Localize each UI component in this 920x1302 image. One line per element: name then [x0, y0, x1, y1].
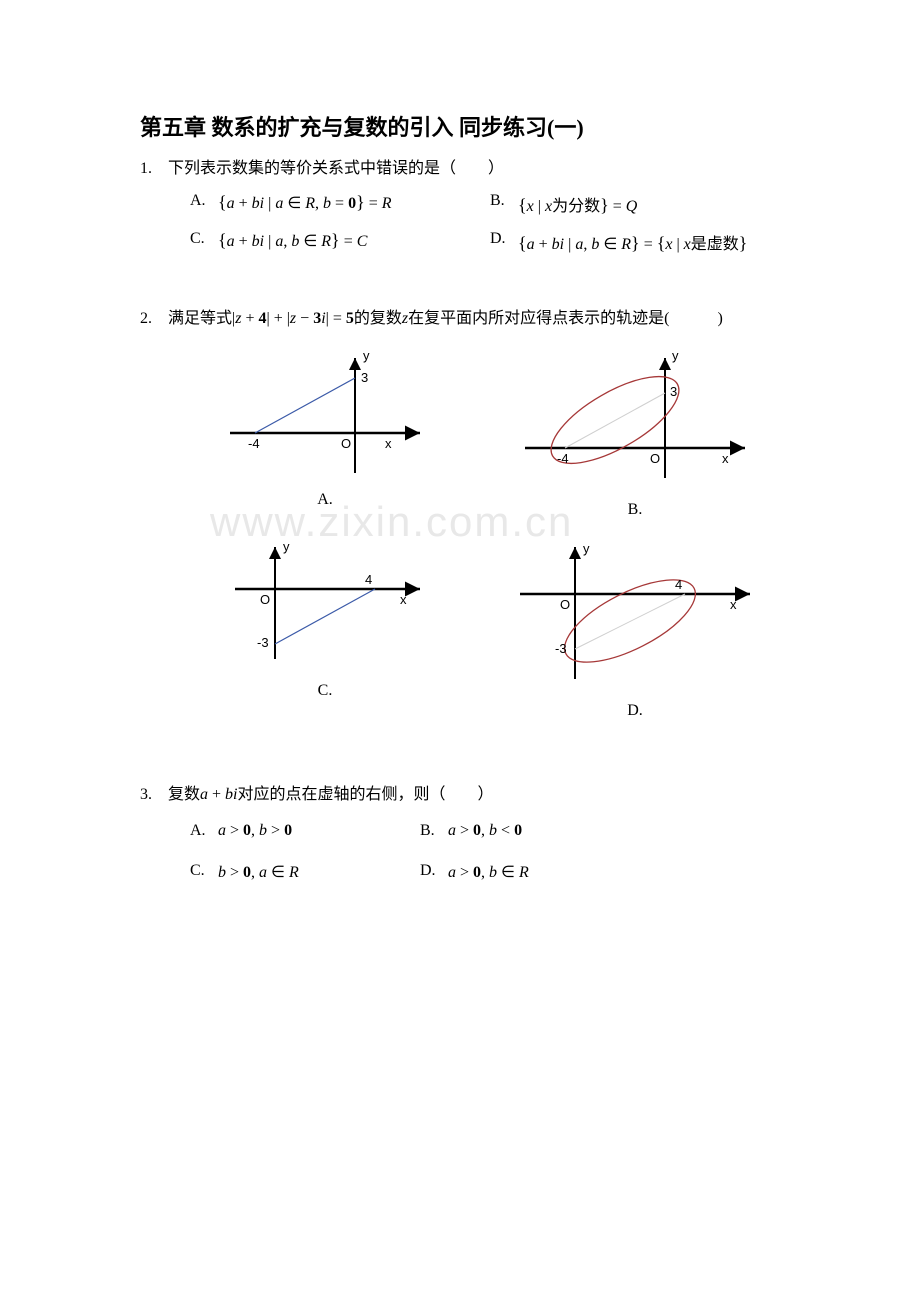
diagA-tick-y: 3 [361, 370, 368, 385]
q1-opt-b-letter: B. [490, 192, 518, 216]
q3-number: 3. [140, 786, 168, 804]
q3-opt-b-math: a > 0, b < 0 [448, 822, 522, 840]
q3-opt-a-letter: A. [190, 822, 218, 840]
q3-opt-a-math: a > 0, b > 0 [218, 822, 292, 840]
diagram-b-label: B. [480, 501, 790, 519]
diagram-c-label: C. [170, 682, 480, 700]
q3-opt-c-math: b > 0, a ∈ R [218, 862, 299, 882]
question-3: 3. 复数a + bi对应的点在虚轴的右侧，则（ ） A. a > 0, b >… [140, 780, 790, 882]
diagram-b: y 3 -4 O x B. [480, 348, 790, 529]
diagD-y-label: y [583, 541, 590, 556]
diagram-d: y O 4 -3 x D. [480, 539, 790, 730]
q1-opt-b-math: {x | x为分数} = Q [518, 192, 637, 216]
q3-opt-d-math: a > 0, b ∈ R [448, 862, 529, 882]
diagB-tick-x: -4 [557, 451, 569, 466]
diagC-y-label: y [283, 539, 290, 554]
q1-opt-c-letter: C. [190, 230, 218, 254]
q1-opt-a-letter: A. [190, 192, 218, 216]
diagB-tick-y: 3 [670, 384, 677, 399]
diagB-y-label: y [672, 348, 679, 363]
diagC-origin: O [260, 592, 270, 607]
q1-opt-a-math: {a + bi | a ∈ R, b = 0} = R [218, 192, 392, 216]
diagram-d-label: D. [480, 702, 790, 720]
q1-prompt: 下列表示数集的等价关系式中错误的是（ ） [168, 154, 504, 178]
q3-opt-b-letter: B. [420, 822, 448, 840]
q3-opt-d-letter: D. [420, 862, 448, 882]
diagC-x-label: x [400, 592, 407, 607]
diagD-tick-x: 4 [675, 577, 682, 592]
diagA-y-label: y [363, 348, 370, 363]
diagC-tick-x: 4 [365, 572, 372, 587]
question-1: 1. 下列表示数集的等价关系式中错误的是（ ） A. {a + bi | a ∈… [140, 154, 790, 254]
diagram-a-label: A. [170, 491, 480, 509]
diagB-origin: O [650, 451, 660, 466]
diagA-tick-x: -4 [248, 436, 260, 451]
diagram-c: y O 4 -3 x C. [170, 539, 480, 730]
diagD-origin: O [560, 597, 570, 612]
page-container: 第五章 数系的扩充与复数的引入 同步练习(一) 1. 下列表示数集的等价关系式中… [0, 0, 920, 964]
question-2: 2. 满足等式|z + 4| + |z − 3i| = 5的复数z在复平面内所对… [140, 304, 790, 730]
q2-number: 2. [140, 310, 168, 328]
diagD-tick-y: -3 [555, 641, 567, 656]
diagram-a: y 3 -4 O x A. [170, 348, 480, 529]
q3-prompt: 复数a + bi对应的点在虚轴的右侧，则（ ） [168, 780, 494, 804]
q1-opt-d-math: {a + bi | a, b ∈ R} = {x | x是虚数} [518, 230, 747, 254]
q3-opt-c-letter: C. [190, 862, 218, 882]
diagD-x-label: x [730, 597, 737, 612]
q1-number: 1. [140, 160, 168, 178]
diagB-x-label: x [722, 451, 729, 466]
diagA-x-label: x [385, 436, 392, 451]
page-title: 第五章 数系的扩充与复数的引入 同步练习(一) [140, 110, 790, 142]
q1-opt-c-math: {a + bi | a, b ∈ R} = C [218, 230, 367, 254]
diagC-tick-y: -3 [257, 635, 269, 650]
q1-opt-d-letter: D. [490, 230, 518, 254]
q2-prompt: 满足等式|z + 4| + |z − 3i| = 5的复数z在复平面内所对应得点… [168, 304, 723, 328]
diagA-origin: O [341, 436, 351, 451]
